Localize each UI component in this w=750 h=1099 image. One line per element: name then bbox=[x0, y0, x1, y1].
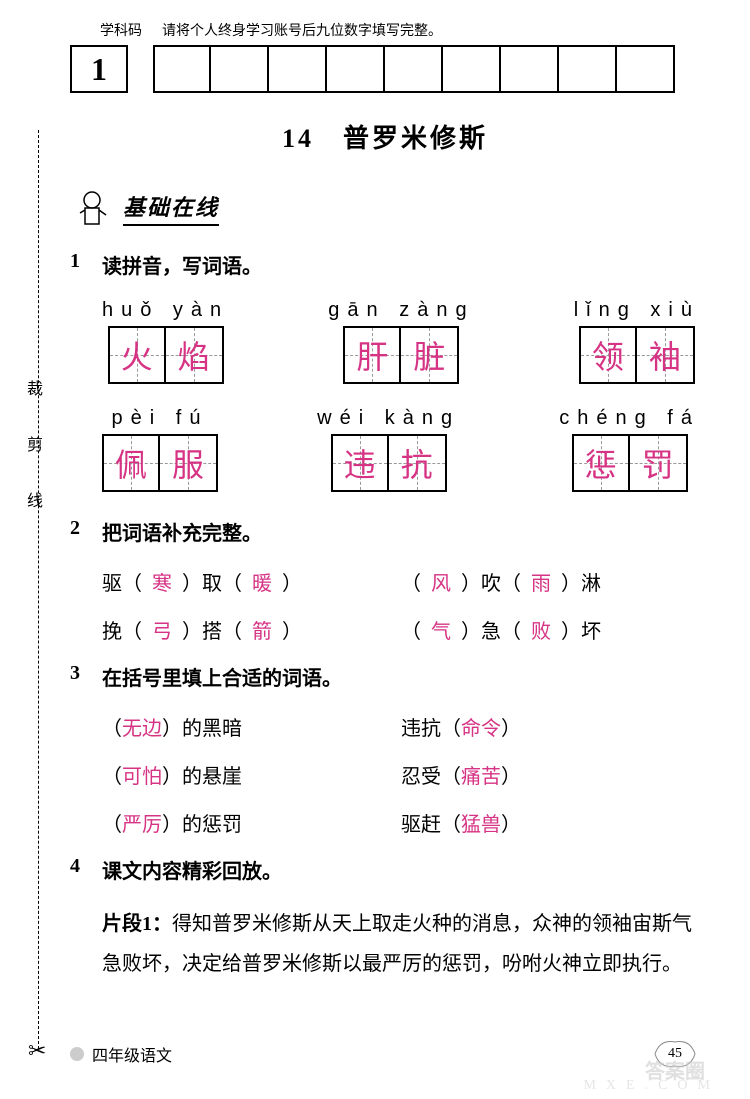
question-3: 3 在括号里填上合适的词语。 bbox=[70, 662, 700, 691]
char-answer-box[interactable]: 惩 bbox=[572, 434, 630, 492]
question-4: 4 课文内容精彩回放。 bbox=[70, 855, 700, 884]
fill-row: （可怕）的悬崖 忍受（痛苦） bbox=[70, 759, 700, 795]
code-input-row: 1 bbox=[70, 45, 700, 93]
code-digit-box[interactable] bbox=[327, 45, 385, 93]
question-text: 读拼音，写词语。 bbox=[102, 250, 262, 279]
pinyin-label: lǐng xiù bbox=[574, 299, 700, 322]
char-answer-box[interactable]: 肝 bbox=[343, 326, 401, 384]
passage-text: 得知普罗米修斯从天上取走火种的消息，众神的领袖宙斯气急败坏，决定给普罗米修斯以最… bbox=[102, 913, 692, 975]
char-answer-box[interactable]: 火 bbox=[108, 326, 166, 384]
question-number: 3 bbox=[70, 662, 102, 685]
char-answer-box[interactable]: 焰 bbox=[166, 326, 224, 384]
page-title: 14 普罗米修斯 bbox=[70, 118, 700, 155]
char-answer-box[interactable]: 违 bbox=[331, 434, 389, 492]
code-digit-box[interactable] bbox=[269, 45, 327, 93]
code-digit-box[interactable] bbox=[153, 45, 211, 93]
question-text: 课文内容精彩回放。 bbox=[102, 855, 282, 884]
char-answer-box[interactable]: 抗 bbox=[389, 434, 447, 492]
question-1: 1 读拼音，写词语。 bbox=[70, 250, 700, 279]
passage-1: 片段1：得知普罗米修斯从天上取走火种的消息，众神的领袖宙斯气急败坏，决定给普罗米… bbox=[70, 904, 700, 984]
char-answer-box[interactable]: 脏 bbox=[401, 326, 459, 384]
passage-label: 片段1： bbox=[102, 913, 172, 935]
grade-label: 四年级语文 bbox=[92, 1042, 172, 1066]
char-answer-box[interactable]: 服 bbox=[160, 434, 218, 492]
fill-row: 挽（弓）搭（箭） （气）急（败）坏 bbox=[70, 614, 700, 650]
char-answer-box[interactable]: 佩 bbox=[102, 434, 160, 492]
question-text: 在括号里填上合适的词语。 bbox=[102, 662, 342, 691]
subject-code-label: 学科码 bbox=[100, 20, 142, 40]
pinyin-row-1: huǒ yàn 火 焰 gān zàng 肝 脏 lǐng xiù 领 袖 bbox=[70, 299, 700, 384]
question-text: 把词语补充完整。 bbox=[102, 517, 262, 546]
code-digit-box[interactable] bbox=[617, 45, 675, 93]
question-number: 1 bbox=[70, 250, 102, 273]
code-digit-box[interactable] bbox=[211, 45, 269, 93]
pinyin-label: gān zàng bbox=[328, 299, 474, 322]
section-title: 基础在线 bbox=[123, 190, 219, 226]
pinyin-label: huǒ yàn bbox=[102, 299, 229, 322]
code-digit-box[interactable] bbox=[501, 45, 559, 93]
code-digit-box[interactable] bbox=[559, 45, 617, 93]
code-digit-box[interactable] bbox=[443, 45, 501, 93]
fill-row: （无边）的黑暗 违抗（命令） bbox=[70, 711, 700, 747]
scissors-icon: ✂ bbox=[28, 1038, 46, 1064]
cut-line bbox=[38, 130, 39, 1049]
question-number: 2 bbox=[70, 517, 102, 540]
watermark-url: MXE.COM bbox=[583, 1078, 720, 1094]
page-footer: 四年级语文 45 bbox=[70, 1034, 700, 1074]
question-2: 2 把词语补充完整。 bbox=[70, 517, 700, 546]
code-digit-box[interactable] bbox=[385, 45, 443, 93]
cut-line-label: 裁剪线 bbox=[20, 380, 44, 548]
section-header-basics: 基础在线 bbox=[70, 185, 700, 230]
header-instruction: 请将个人终身学习账号后九位数字填写完整。 bbox=[162, 20, 442, 40]
pinyin-label: chéng fá bbox=[559, 407, 700, 430]
char-answer-box[interactable]: 领 bbox=[579, 326, 637, 384]
pinyin-row-2: pèi fú 佩 服 wéi kàng 违 抗 chéng fá 惩 罚 bbox=[70, 407, 700, 492]
subject-code-box: 1 bbox=[70, 45, 128, 93]
fill-row: （严厉）的惩罚 驱赶（猛兽） bbox=[70, 807, 700, 843]
char-answer-box[interactable]: 袖 bbox=[637, 326, 695, 384]
pinyin-label: wéi kàng bbox=[317, 407, 460, 430]
pinyin-label: pèi fú bbox=[112, 407, 209, 430]
section-icon bbox=[70, 185, 115, 230]
footer-bullet-icon bbox=[70, 1047, 84, 1061]
question-number: 4 bbox=[70, 855, 102, 878]
char-answer-box[interactable]: 罚 bbox=[630, 434, 688, 492]
fill-row: 驱（寒）取（暖） （风）吹（雨）淋 bbox=[70, 566, 700, 602]
